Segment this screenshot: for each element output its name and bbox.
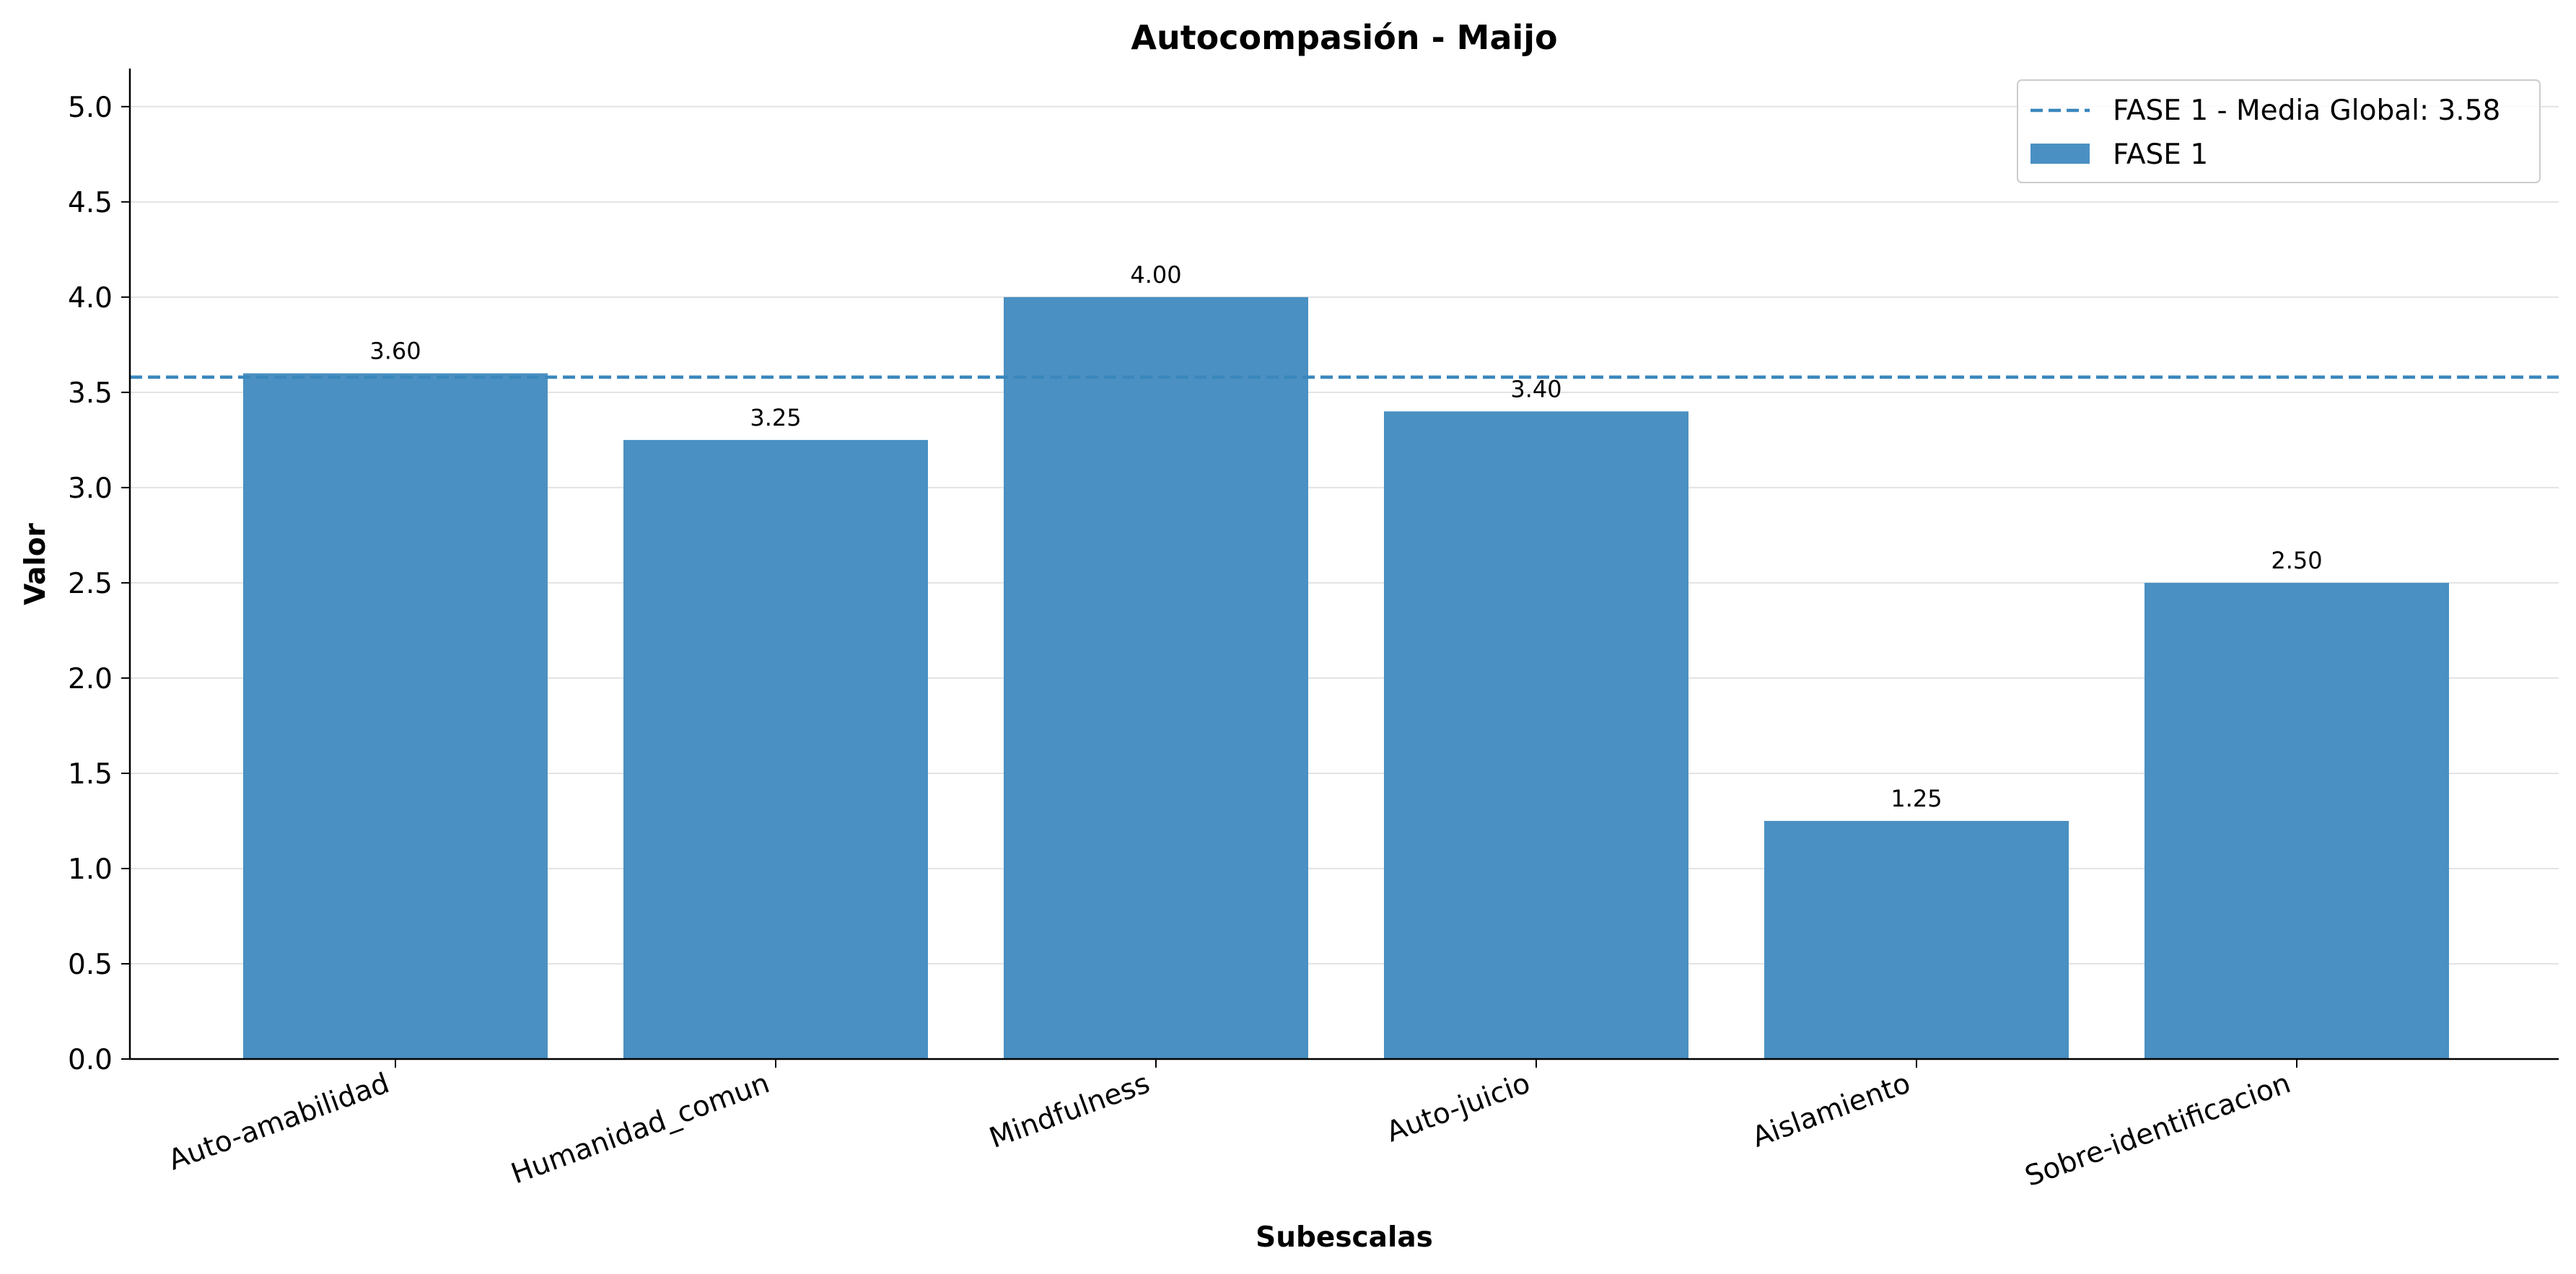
legend: FASE 1 - Media Global: 3.58 FASE 1 [2017,79,2541,183]
bar [1384,411,1688,1059]
x-tick-label: Auto-amabilidad [165,1067,394,1177]
y-tick-label: 3.0 [68,473,113,505]
y-ticks: 0.0 0.5 1.0 1.5 2.0 2.5 3.0 3.5 4.0 4.5 5.0 [68,92,130,1076]
chart-title: Autocompasión - Maijo [1131,18,1557,57]
legend-label-mean: FASE 1 - Media Global: 3.58 [2113,95,2500,127]
y-tick-label: 3.5 [68,377,113,410]
x-tick-label: Mindfulness [985,1067,1154,1155]
y-tick-label: 4.5 [68,187,113,219]
bar [1764,820,2069,1059]
bar-value-label: 3.40 [1510,375,1561,403]
y-tick-label: 2.0 [68,663,113,695]
bar-value-label: 3.25 [750,404,801,431]
y-axis-label: Valor [19,522,52,605]
bar-value-label: 4.00 [1130,261,1181,289]
x-tick-label: Humanidad_comun [507,1067,774,1190]
legend-label-series: FASE 1 [2113,139,2208,171]
y-tick-label: 1.0 [68,853,113,886]
bar [2145,582,2449,1059]
y-tick-label: 4.0 [68,282,113,315]
axes [128,69,2559,1060]
y-tick-label: 5.0 [68,92,113,124]
legend-box [2017,79,2541,183]
bar-value-label: 2.50 [2271,547,2322,574]
y-tick-label: 1.5 [68,758,113,791]
y-tick-label: 2.5 [68,568,113,600]
bar [623,439,928,1059]
bar-labels: 3.60 3.25 4.00 3.40 1.25 2.50 [369,261,2322,812]
y-tick-label: 0.0 [68,1044,113,1076]
bar [243,373,548,1059]
y-tick-label: 0.5 [68,949,113,981]
x-tick-label: Auto-juicio [1383,1067,1535,1148]
x-axis-label: Subescalas [1256,1221,1433,1254]
bar-value-label: 3.60 [369,337,421,364]
bar [1004,296,1308,1059]
x-ticks: Auto-amabilidad Humanidad_comun Mindfulnes… [165,1059,2297,1193]
x-tick-label: Sobre-identificacion [2021,1067,2295,1193]
legend-bar-swatch [2030,144,2090,164]
bar-value-label: 1.25 [1891,785,1942,812]
x-tick-label: Aislamiento [1748,1067,1915,1154]
bars [243,296,2449,1059]
